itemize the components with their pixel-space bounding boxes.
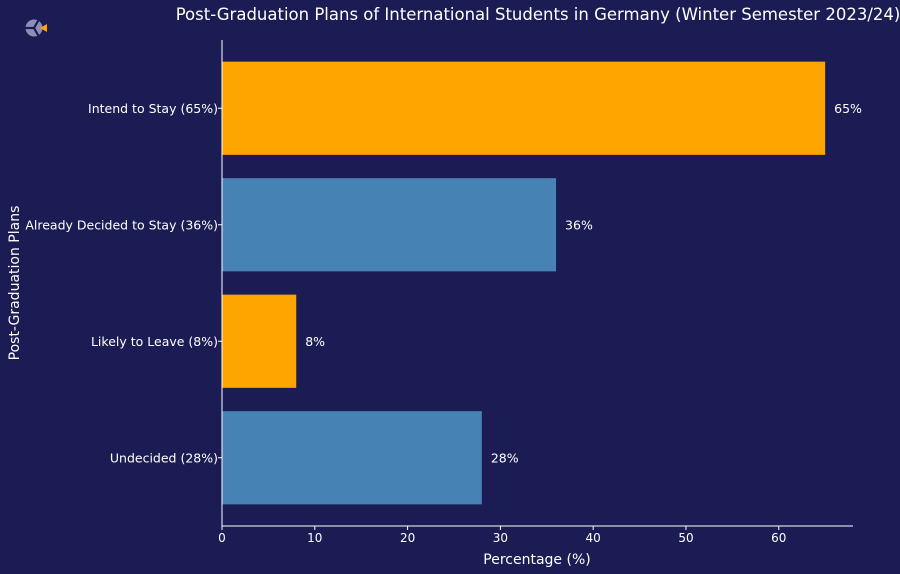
bar-value-label: 65% [834, 101, 862, 116]
bar-value-label: 28% [491, 450, 519, 465]
category-label: Already Decided to Stay (36%) [25, 217, 218, 232]
logo-icon [25, 19, 47, 37]
bar-value-label: 8% [305, 334, 325, 349]
bar [222, 294, 297, 388]
bars-layer [222, 61, 826, 505]
x-tick-label: 10 [307, 531, 322, 545]
bar [222, 178, 557, 272]
category-label: Undecided (28%) [110, 450, 218, 465]
bar-value-label: 36% [565, 217, 593, 232]
category-label: Likely to Leave (8%) [91, 334, 218, 349]
x-tick-label: 60 [771, 531, 786, 545]
category-labels-layer: Intend to Stay (65%) Already Decided to S… [25, 101, 222, 465]
x-axis-label: Percentage (%) [483, 552, 590, 568]
x-ticks-layer: 0 10 20 30 40 50 60 [218, 526, 786, 545]
chart-title: Post-Graduation Plans of International S… [176, 5, 900, 24]
value-labels-layer: 65% 36% 8% 28% [305, 101, 862, 466]
y-axis-label: Post-Graduation Plans [7, 206, 23, 361]
x-tick-label: 30 [493, 531, 508, 545]
x-tick-label: 40 [586, 531, 601, 545]
bar [222, 61, 826, 155]
x-tick-label: 50 [678, 531, 693, 545]
x-tick-label: 20 [400, 531, 415, 545]
bar [222, 411, 482, 505]
x-tick-label: 0 [218, 531, 226, 545]
category-label: Intend to Stay (65%) [88, 101, 218, 116]
